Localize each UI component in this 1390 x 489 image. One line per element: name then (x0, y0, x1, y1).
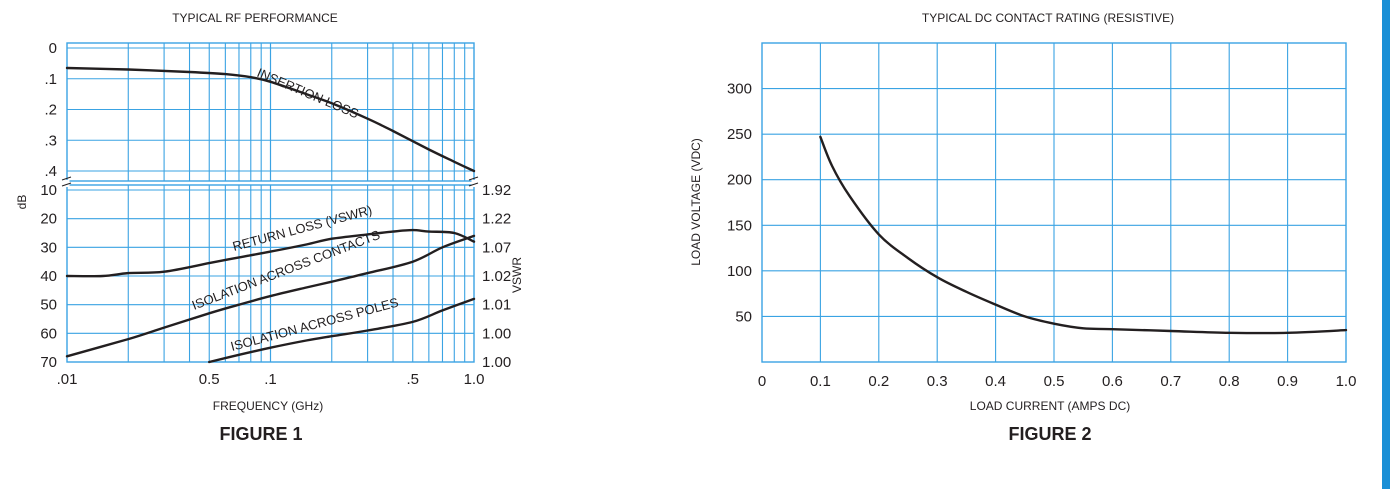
x-tick-label: 0 (758, 373, 766, 390)
series-isolation-poles (208, 297, 476, 364)
x-tick-label: 0.5 (199, 371, 220, 388)
vswr-tick-label: 1.02 (482, 268, 511, 285)
figure-2-grid (762, 43, 1346, 362)
figure-1-ylabel-right: VSWR (510, 257, 524, 293)
x-tick-label: 0.1 (810, 373, 831, 390)
figure-1-axis-break-left (61, 176, 72, 187)
series-isolation-contacts (65, 234, 476, 358)
y-tick-label: 200 (727, 172, 752, 189)
y-tick-label: 50 (735, 308, 752, 325)
x-tick-label: 0.5 (1044, 373, 1065, 390)
x-tick-label: 0.2 (868, 373, 889, 390)
isolation-poles-label: ISOLATION ACROSS POLES (229, 295, 400, 354)
figure-1-axis-break-right (468, 176, 479, 187)
figure-1-ylabel: dB (15, 195, 29, 210)
figure-1-title: TYPICAL RF PERFORMANCE (172, 11, 338, 25)
y-tick-label: 300 (727, 81, 752, 98)
y-tick-label: 250 (727, 126, 752, 143)
series-dc-contact-rating (819, 135, 1348, 335)
figure-2-caption: FIGURE 2 (1008, 424, 1091, 444)
figure-2-series (819, 135, 1348, 335)
figure-2-tick-labels: 0 0.1 0.2 0.3 0.4 0.5 0.6 0.7 0.8 0.9 1.0 50 100 150 2… (727, 81, 1356, 390)
vswr-tick-label: 1.92 (482, 182, 511, 199)
x-tick-label: .5 (406, 371, 419, 388)
x-tick-label: 1.0 (1336, 373, 1357, 390)
figure-2-title: TYPICAL DC CONTACT RATING (RESISTIVE) (922, 11, 1174, 25)
figure-1-lower-frame (66, 184, 475, 363)
upper-y-tick-label: .3 (44, 132, 57, 149)
figure-1-series (65, 66, 476, 364)
series-return-loss (65, 228, 476, 278)
lower-y-tick-label: 70 (40, 354, 57, 371)
x-tick-label: 0.3 (927, 373, 948, 390)
figure-2-xlabel: LOAD CURRENT (AMPS DC) (970, 399, 1130, 413)
figure-1-tick-labels: 0 .1 .2 .3 .4 10 20 30 40 50 60 70 1.92 1.22 1.07 1.02 1… (40, 40, 511, 388)
y-tick-label: 100 (727, 263, 752, 280)
vswr-tick-label: 1.07 (482, 239, 511, 256)
x-tick-label: 0.7 (1160, 373, 1181, 390)
vswr-tick-label: 1.00 (482, 325, 511, 342)
figure-1-grid (67, 43, 474, 362)
x-tick-label: .01 (57, 371, 78, 388)
figure-1-xlabel: FREQUENCY (GHz) (213, 399, 323, 413)
series-insertion-loss (65, 66, 476, 173)
lower-y-tick-label: 60 (40, 325, 57, 342)
x-tick-label: 0.4 (985, 373, 1006, 390)
vswr-tick-label: 1.22 (482, 211, 511, 228)
figure-1: TYPICAL RF PERFORMANCE INSERTION LOSS RE… (15, 11, 524, 444)
upper-y-tick-label: 0 (49, 40, 57, 57)
lower-y-tick-label: 50 (40, 297, 57, 314)
y-tick-label: 150 (727, 217, 752, 234)
lower-y-tick-label: 30 (40, 239, 57, 256)
upper-y-tick-label: .1 (44, 71, 57, 88)
vswr-tick-label: 1.00 (482, 354, 511, 371)
x-tick-label: 1.0 (464, 371, 485, 388)
vswr-tick-label: 1.01 (482, 297, 511, 314)
figure-2-ylabel: LOAD VOLTAGE (VDC) (689, 138, 703, 266)
figure-2-frame (761, 42, 1347, 363)
x-tick-label: 0.8 (1219, 373, 1240, 390)
lower-y-tick-label: 20 (40, 211, 57, 228)
x-tick-label: 0.6 (1102, 373, 1123, 390)
x-tick-label: .1 (264, 371, 277, 388)
x-tick-label: 0.9 (1277, 373, 1298, 390)
lower-y-tick-label: 10 (40, 182, 57, 199)
upper-y-tick-label: .4 (44, 163, 57, 180)
figure-1-caption: FIGURE 1 (219, 424, 302, 444)
upper-y-tick-label: .2 (44, 102, 57, 119)
accent-bar (1382, 0, 1390, 489)
figure-1-upper-frame (66, 42, 475, 182)
lower-y-tick-label: 40 (40, 268, 57, 285)
